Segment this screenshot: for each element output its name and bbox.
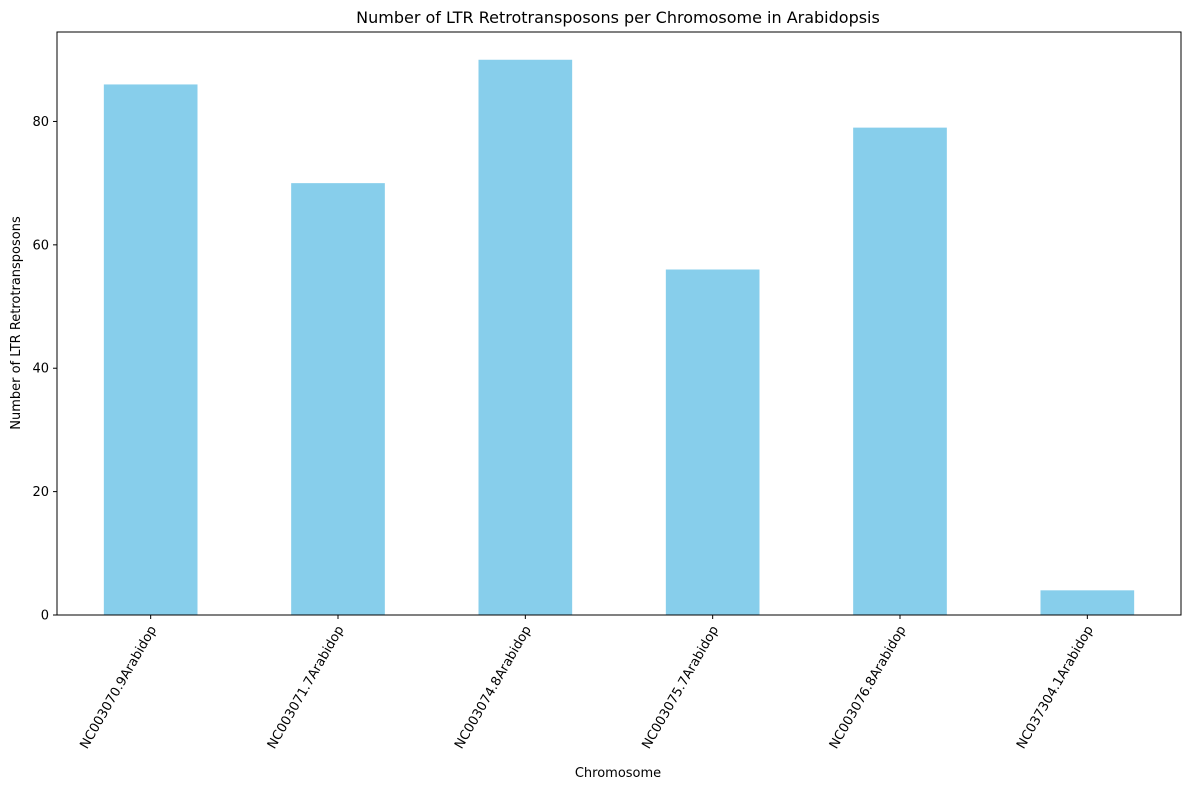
y-tick-label-1: 20 [32, 485, 49, 500]
y-tick-label-0: 0 [41, 609, 49, 624]
x-tick-label-4: NC003076.8Arabidop [827, 624, 910, 752]
bar-0 [103, 84, 198, 616]
y-tick-label-2: 40 [32, 362, 49, 377]
x-axis: NC003070.9Arabidop NC003071.7Arabidop NC00… [77, 615, 1097, 752]
x-axis-label: Chromosome [575, 766, 661, 781]
x-tick-label-0: NC003070.9Arabidop [77, 624, 160, 752]
bar-3 [665, 269, 760, 615]
bar-5 [1040, 590, 1135, 615]
x-tick-label-3: NC003075.7Arabidop [639, 624, 722, 752]
x-tick-label-2: NC003074.8Arabidop [452, 624, 535, 752]
bars-group [103, 59, 1135, 616]
y-tick-label-3: 60 [32, 238, 49, 253]
y-axis: 0 20 40 60 80 [32, 115, 57, 624]
bar-2 [478, 59, 573, 616]
y-tick-label-4: 80 [32, 115, 49, 130]
plot-frame [56, 31, 1182, 616]
chart-title: Number of LTR Retrotransposons per Chrom… [356, 8, 880, 27]
bar-1 [291, 183, 385, 616]
bar-4 [853, 127, 947, 616]
x-tick-label-5: NC037304.1Arabidop [1014, 624, 1097, 752]
x-tick-label-1: NC003071.7Arabidop [265, 624, 348, 752]
y-axis-label: Number of LTR Retrotransposons [9, 216, 24, 430]
